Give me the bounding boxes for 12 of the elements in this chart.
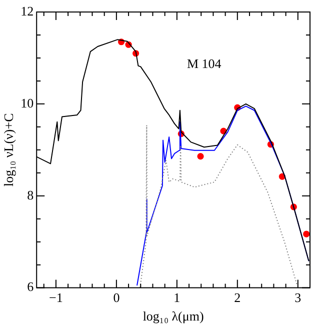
x-tick-label: −1 <box>49 290 63 306</box>
x-tick-label: 2 <box>234 290 241 306</box>
y-tick-label: 8 <box>27 187 34 202</box>
y-axis-title: log₁₀ νL(ν)+C <box>1 113 16 187</box>
x-tick-label: 3 <box>294 290 302 306</box>
y-tick-label: 12 <box>20 3 34 18</box>
x-axis-title: log₁₀ λ(μm) <box>142 308 204 324</box>
annotation: M 104 <box>186 56 222 71</box>
x-tick-label: 1 <box>174 290 180 306</box>
y-tick-label: 10 <box>20 95 34 110</box>
y-tick-label: 6 <box>27 279 34 294</box>
x-tick-label: 0 <box>113 290 120 306</box>
